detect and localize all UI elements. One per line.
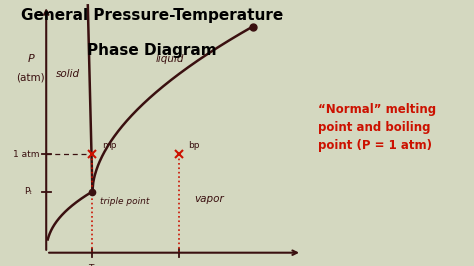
Text: triple point: triple point <box>100 197 149 206</box>
Text: Phase Diagram: Phase Diagram <box>87 43 217 57</box>
Text: bp: bp <box>188 141 200 150</box>
Text: Tₜ: Tₜ <box>89 264 96 266</box>
Text: vapor: vapor <box>195 194 224 205</box>
Text: “Normal” melting
point and boiling
point (P = 1 atm): “Normal” melting point and boiling point… <box>318 103 436 152</box>
Text: mp: mp <box>101 141 116 150</box>
Text: P: P <box>27 53 34 64</box>
Text: General Pressure-Temperature: General Pressure-Temperature <box>20 8 283 23</box>
Text: (atm): (atm) <box>17 72 45 82</box>
Text: Pₜ: Pₜ <box>24 187 32 196</box>
Text: 1 atm: 1 atm <box>13 150 39 159</box>
Text: solid: solid <box>56 69 80 80</box>
Text: liquid: liquid <box>155 53 184 64</box>
